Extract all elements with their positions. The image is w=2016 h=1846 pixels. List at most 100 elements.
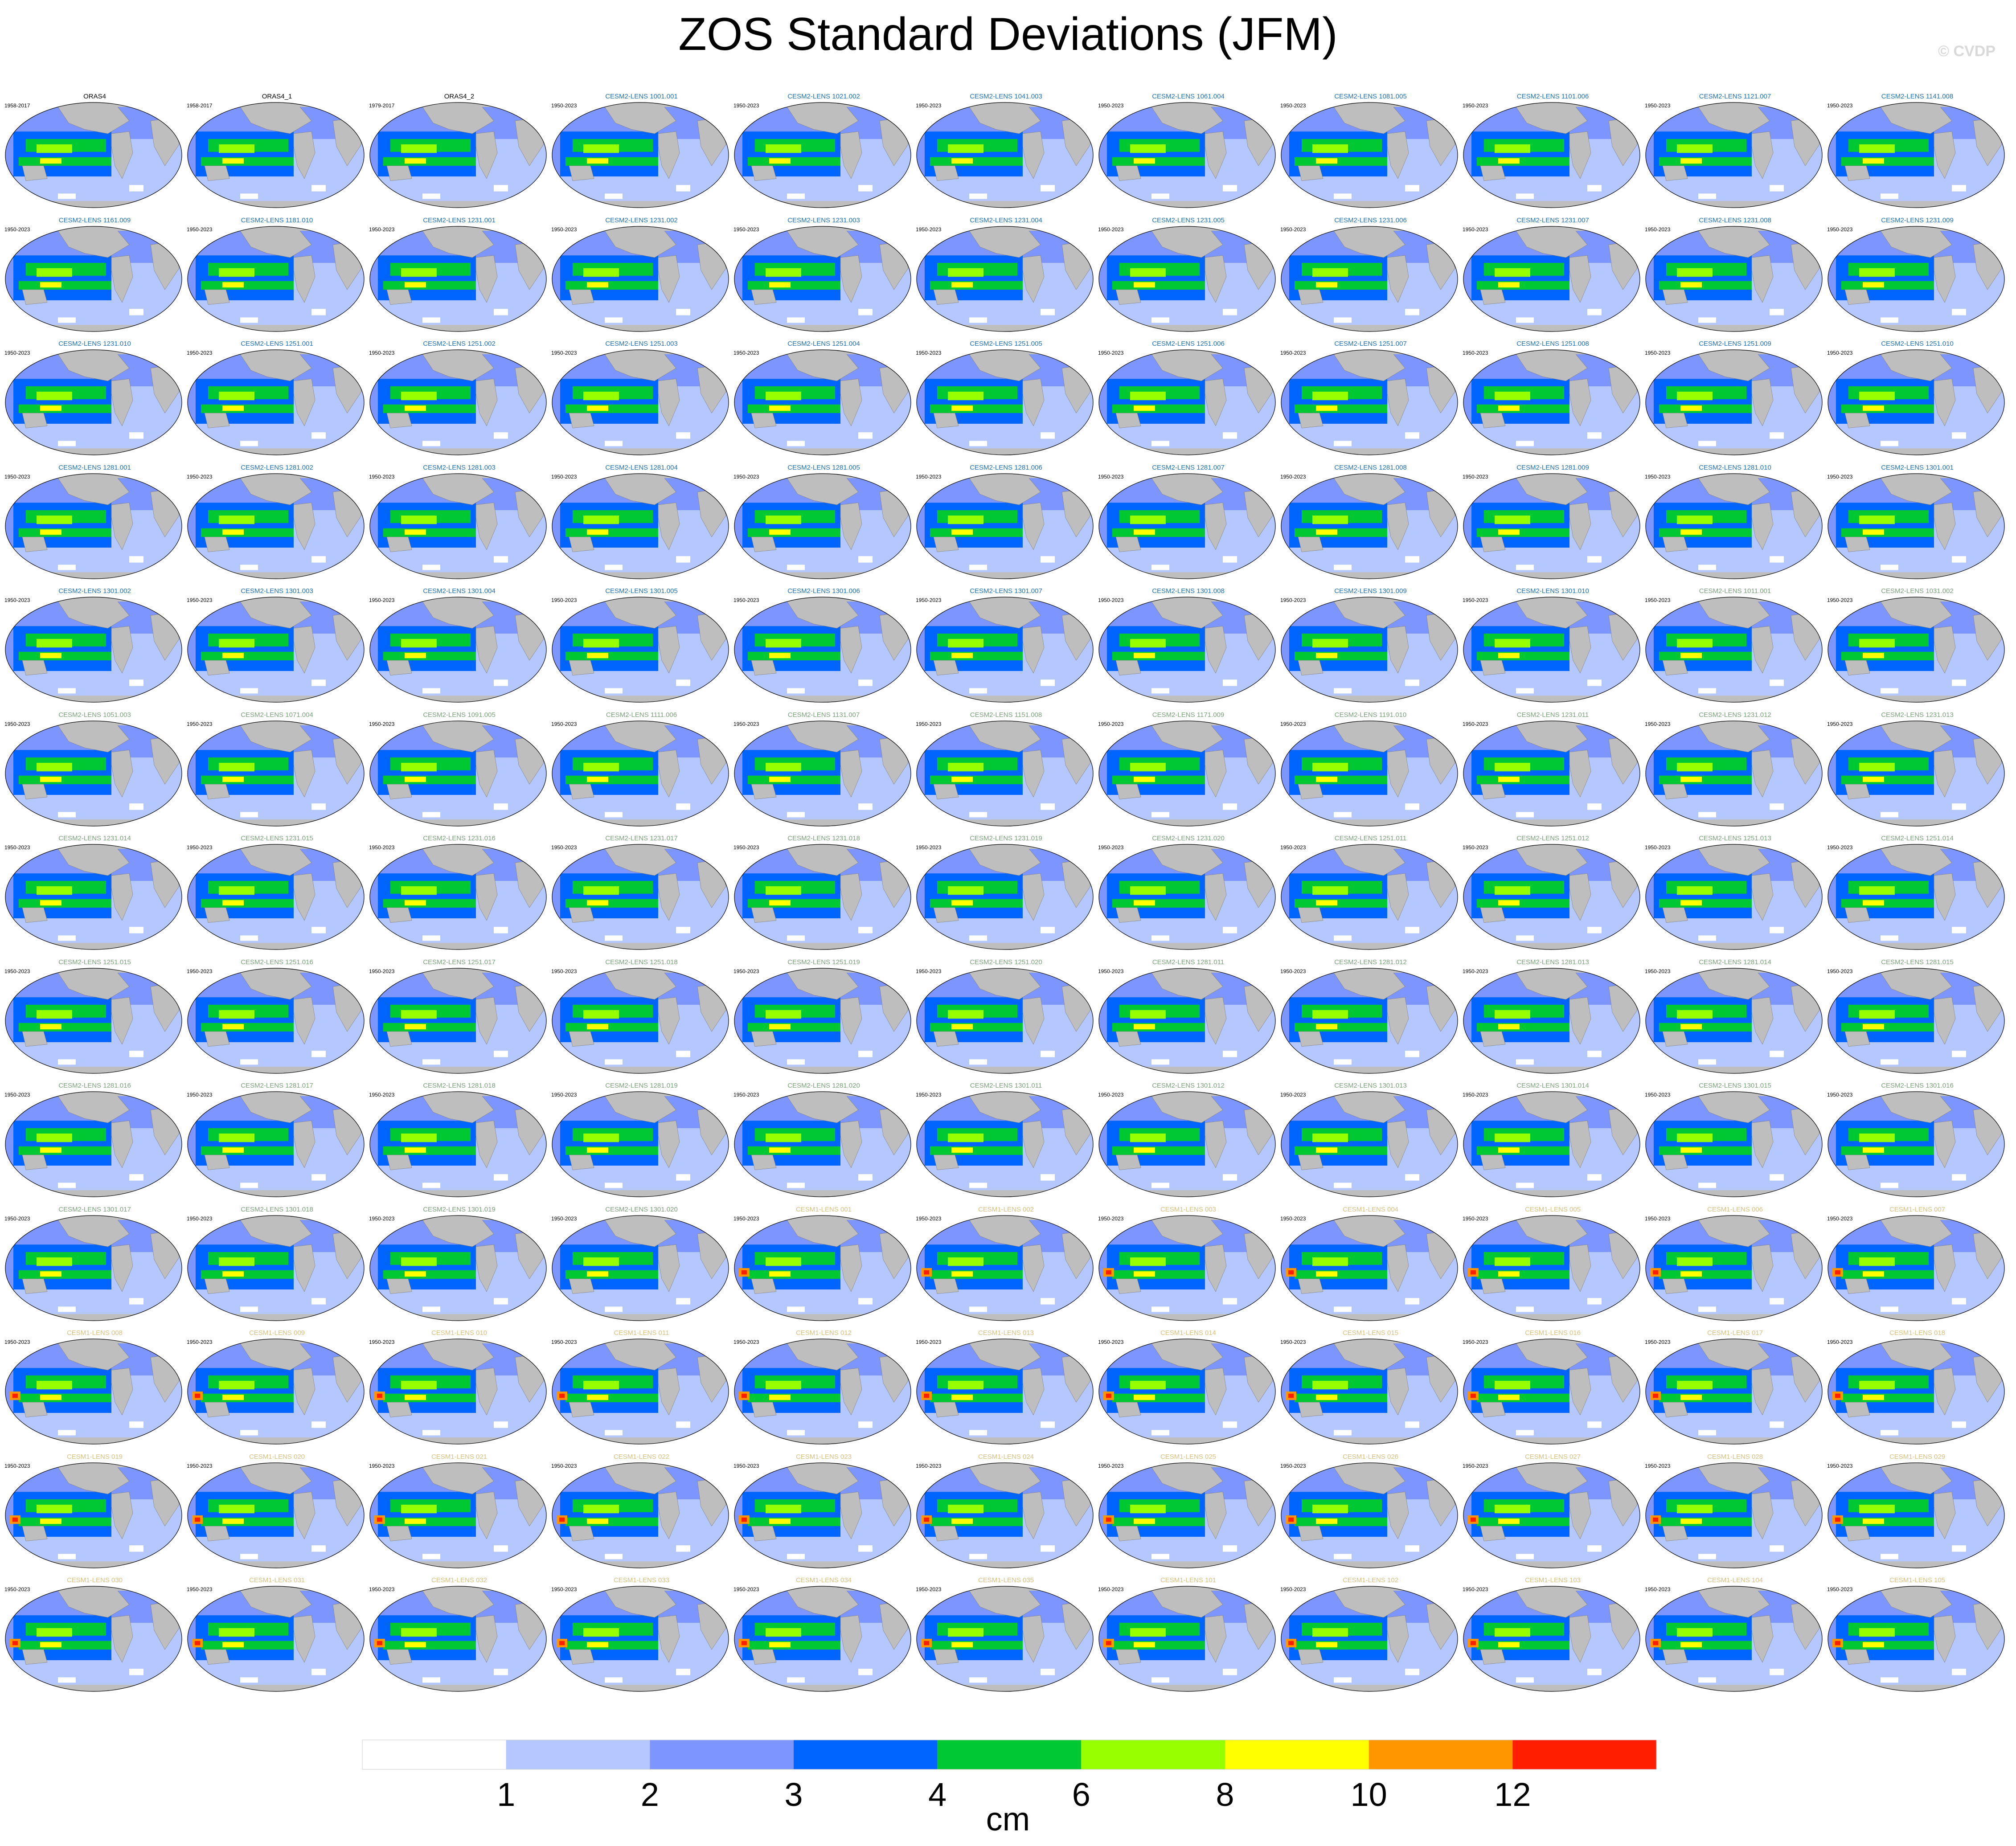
panel-period: 1950-2023 [1463, 968, 1488, 974]
panel-map [916, 1091, 1094, 1197]
panel-period: 1950-2023 [369, 1339, 395, 1345]
panel-period: 1950-2023 [916, 844, 942, 851]
panel-map [1463, 473, 1640, 579]
panel-title: CESM2-LENS 1251.008 [1516, 340, 1589, 348]
map-panel: CESM1-LENS 012 1950-2023 [733, 1329, 915, 1453]
map-panel: CESM2-LENS 1251.009 1950-2023 [1644, 340, 1826, 464]
panel-period: 1950-2023 [369, 1586, 395, 1592]
panel-period: 1950-2023 [1463, 1215, 1488, 1222]
panel-title: CESM2-LENS 1301.016 [1881, 1082, 1954, 1089]
panel-title: CESM2-LENS 1231.015 [241, 835, 313, 842]
panel-period: 1950-2023 [4, 350, 30, 356]
panel-map [1828, 597, 2005, 703]
panel-map [1098, 597, 1276, 703]
panel-period: 1950-2023 [916, 473, 942, 480]
colorbar-tick-label: 6 [1072, 1776, 1090, 1813]
panel-map [1828, 1462, 2005, 1568]
panel-title: CESM2-LENS 1251.014 [1881, 835, 1954, 842]
panel-map [1281, 225, 1458, 332]
panel-title: CESM2-LENS 1231.003 [787, 216, 860, 224]
panel-map [1828, 349, 2005, 455]
panel-title: CESM2-LENS 1251.007 [1334, 340, 1407, 348]
map-panel: CESM2-LENS 1251.016 1950-2023 [186, 958, 368, 1082]
map-panel: CESM2-LENS 1231.011 1950-2023 [1462, 711, 1644, 835]
colorbar-swatch [1081, 1740, 1225, 1769]
map-panel: CESM1-LENS 034 1950-2023 [733, 1576, 915, 1700]
panel-title: CESM2-LENS 1111.006 [606, 711, 677, 719]
panel-period: 1950-2023 [1098, 1462, 1124, 1469]
map-panel: CESM2-LENS 1231.005 1950-2023 [1097, 217, 1279, 340]
map-panel: CESM1-LENS 017 1950-2023 [1644, 1329, 1826, 1453]
panel-period: 1950-2023 [4, 1462, 30, 1469]
panel-title: CESM2-LENS 1301.001 [1881, 463, 1954, 471]
map-panel: ORAS4 1958-2017 [4, 93, 186, 217]
panel-map [916, 967, 1094, 1074]
panel-title: CESM2-LENS 1281.014 [1699, 958, 1771, 966]
map-panel: CESM1-LENS 015 1950-2023 [1279, 1329, 1462, 1453]
panel-period: 1950-2023 [1280, 968, 1306, 974]
panel-title: CESM2-LENS 1281.015 [1881, 958, 1954, 966]
panel-period: 1950-2023 [187, 844, 213, 851]
map-panel: CESM1-LENS 024 1950-2023 [915, 1453, 1097, 1577]
panel-map [1645, 349, 1823, 455]
panel-period: 1950-2023 [1827, 720, 1853, 727]
map-panel: CESM2-LENS 1251.004 1950-2023 [733, 340, 915, 464]
panel-map [1281, 1586, 1458, 1692]
panel-map [1828, 473, 2005, 579]
map-panel: CESM1-LENS 013 1950-2023 [915, 1329, 1097, 1453]
map-panel: CESM2-LENS 1281.010 1950-2023 [1644, 464, 1826, 588]
map-panel: CESM2-LENS 1251.005 1950-2023 [915, 340, 1097, 464]
panel-title: CESM1-LENS 032 [431, 1576, 488, 1584]
map-panel-grid: ORAS4 1958-2017 ORAS4_1 1958-2017 ORAS4_2 197… [4, 93, 2005, 1700]
map-panel: CESM2-LENS 1161.009 1950-2023 [4, 217, 186, 340]
map-panel: CESM1-LENS 026 1950-2023 [1279, 1453, 1462, 1577]
colorbar-tick-label: 1 [497, 1776, 516, 1813]
map-panel: CESM1-LENS 004 1950-2023 [1279, 1206, 1462, 1330]
panel-title: ORAS4 [83, 93, 106, 100]
panel-title: CESM2-LENS 1231.013 [1881, 711, 1954, 719]
panel-title: CESM1-LENS 022 [613, 1453, 670, 1461]
panel-map [1828, 1338, 2005, 1445]
map-panel: CESM1-LENS 032 1950-2023 [368, 1576, 550, 1700]
panel-title: CESM2-LENS 1231.004 [970, 216, 1042, 224]
panel-period: 1950-2023 [551, 1215, 577, 1222]
panel-period: 1950-2023 [187, 720, 213, 727]
panel-title: CESM2-LENS 1231.005 [1152, 216, 1225, 224]
panel-period: 1950-2023 [1280, 1215, 1306, 1222]
panel-map [1098, 1462, 1276, 1568]
panel-period: 1950-2023 [4, 968, 30, 974]
panel-title: CESM2-LENS 1141.008 [1881, 93, 1954, 100]
panel-map [734, 844, 911, 950]
map-panel: CESM2-LENS 1281.006 1950-2023 [915, 464, 1097, 588]
panel-title: CESM2-LENS 1251.015 [58, 958, 131, 966]
map-panel: CESM2-LENS 1231.007 1950-2023 [1462, 217, 1644, 340]
panel-period: 1950-2023 [1463, 102, 1488, 109]
panel-map [1281, 1338, 1458, 1445]
panel-map [369, 1338, 547, 1445]
panel-period: 1950-2023 [1280, 844, 1306, 851]
panel-map [1828, 967, 2005, 1074]
panel-period: 1950-2023 [1827, 1586, 1853, 1592]
panel-period: 1950-2023 [1645, 102, 1671, 109]
panel-period: 1950-2023 [4, 1092, 30, 1098]
panel-title: CESM1-LENS 026 [1342, 1453, 1399, 1461]
panel-map [1281, 967, 1458, 1074]
map-panel: CESM2-LENS 1281.003 1950-2023 [368, 464, 550, 588]
panel-title: CESM2-LENS 1301.015 [1699, 1082, 1771, 1089]
panel-period: 1950-2023 [1827, 1092, 1853, 1098]
colorbar-swatch [650, 1740, 794, 1769]
panel-map [734, 967, 911, 1074]
panel-title: CESM2-LENS 1251.011 [1334, 835, 1407, 842]
panel-title: CESM2-LENS 1301.019 [423, 1205, 496, 1213]
panel-period: 1950-2023 [551, 350, 577, 356]
map-panel: CESM1-LENS 001 1950-2023 [733, 1206, 915, 1330]
panel-period: 1950-2023 [187, 968, 213, 974]
map-panel: CESM2-LENS 1281.008 1950-2023 [1279, 464, 1462, 588]
panel-period: 1950-2023 [1098, 1215, 1124, 1222]
panel-map [1281, 102, 1458, 208]
panel-title: CESM2-LENS 1231.012 [1699, 711, 1771, 719]
panel-map [552, 1586, 729, 1692]
panel-title: CESM2-LENS 1281.005 [787, 463, 860, 471]
panel-map [5, 967, 182, 1074]
map-panel: CESM2-LENS 1171.009 1950-2023 [1097, 711, 1279, 835]
